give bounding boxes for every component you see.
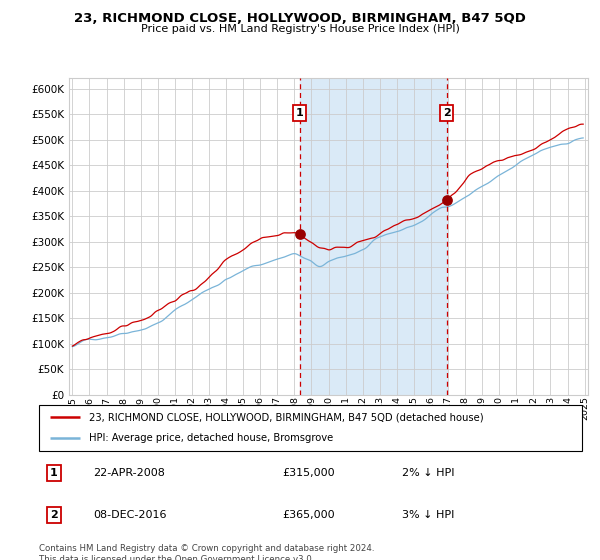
Text: £315,000: £315,000 bbox=[282, 468, 335, 478]
Text: £365,000: £365,000 bbox=[282, 510, 335, 520]
Text: 1: 1 bbox=[296, 108, 304, 118]
Bar bbox=[299, 78, 447, 395]
Text: HPI: Average price, detached house, Bromsgrove: HPI: Average price, detached house, Brom… bbox=[89, 433, 333, 444]
Text: 3% ↓ HPI: 3% ↓ HPI bbox=[402, 510, 454, 520]
Text: 2% ↓ HPI: 2% ↓ HPI bbox=[402, 468, 455, 478]
Text: 1: 1 bbox=[50, 468, 58, 478]
Text: 2: 2 bbox=[443, 108, 451, 118]
Point bbox=[442, 195, 452, 204]
Text: Price paid vs. HM Land Registry's House Price Index (HPI): Price paid vs. HM Land Registry's House … bbox=[140, 24, 460, 34]
Text: 08-DEC-2016: 08-DEC-2016 bbox=[93, 510, 167, 520]
Text: Contains HM Land Registry data © Crown copyright and database right 2024.
This d: Contains HM Land Registry data © Crown c… bbox=[39, 544, 374, 560]
FancyBboxPatch shape bbox=[39, 405, 582, 451]
Text: 23, RICHMOND CLOSE, HOLLYWOOD, BIRMINGHAM, B47 5QD: 23, RICHMOND CLOSE, HOLLYWOOD, BIRMINGHA… bbox=[74, 12, 526, 25]
Text: 22-APR-2008: 22-APR-2008 bbox=[93, 468, 165, 478]
Point bbox=[295, 230, 304, 239]
Text: 23, RICHMOND CLOSE, HOLLYWOOD, BIRMINGHAM, B47 5QD (detached house): 23, RICHMOND CLOSE, HOLLYWOOD, BIRMINGHA… bbox=[89, 412, 484, 422]
Text: 2: 2 bbox=[50, 510, 58, 520]
